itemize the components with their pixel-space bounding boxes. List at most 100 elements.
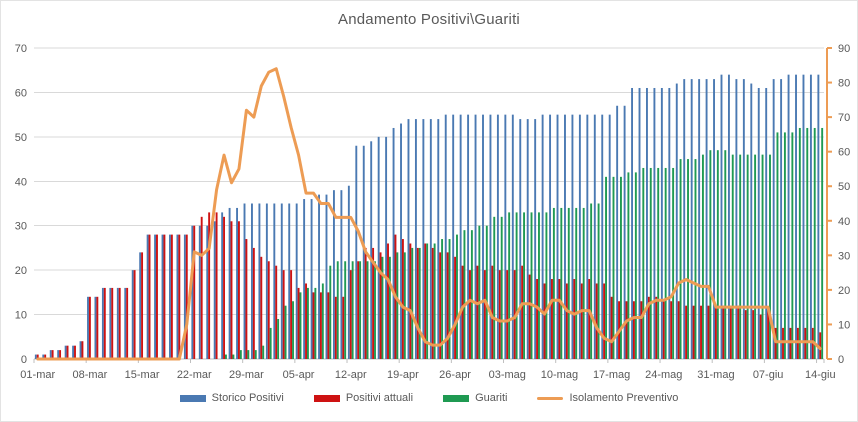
bar-attuali xyxy=(178,234,181,359)
legend-label-guariti: Guariti xyxy=(475,392,508,404)
legend-item-guariti: Guariti xyxy=(443,392,507,404)
bar-storico xyxy=(496,114,499,359)
bar-guariti xyxy=(403,252,406,359)
bar-attuali xyxy=(744,310,747,359)
left-axis-tick-label: 10 xyxy=(15,310,27,322)
bar-storico xyxy=(414,119,417,359)
bar-guariti xyxy=(605,176,607,359)
bar-storico xyxy=(705,79,708,359)
bar-guariti xyxy=(299,292,302,359)
bar-guariti xyxy=(418,247,421,359)
bar-attuali xyxy=(156,234,158,359)
bar-storico xyxy=(310,199,313,359)
bar-attuali xyxy=(409,243,412,359)
bar-storico xyxy=(631,87,633,360)
bar-storico xyxy=(198,225,201,359)
bar-storico xyxy=(690,79,693,359)
bar-attuali xyxy=(267,261,270,359)
x-axis-tick-label: 12-apr xyxy=(335,369,367,381)
right-axis-tick-label: 30 xyxy=(838,250,850,262)
bar-guariti xyxy=(538,212,540,359)
bar-attuali xyxy=(454,256,457,359)
bar-storico xyxy=(772,79,775,359)
bar-attuali xyxy=(364,247,367,359)
bar-attuali xyxy=(707,305,710,359)
bar-storico xyxy=(787,74,790,359)
x-axis-tick-label: 07-giu xyxy=(753,369,784,381)
bar-storico xyxy=(444,114,447,359)
bar-attuali xyxy=(305,283,307,359)
bar-guariti xyxy=(292,301,294,359)
bar-storico xyxy=(206,225,209,359)
bar-guariti xyxy=(731,154,734,359)
bar-attuali xyxy=(148,234,151,359)
bar-guariti xyxy=(225,354,227,359)
bar-attuali xyxy=(521,265,524,359)
bar-attuali xyxy=(782,327,784,359)
bar-attuali xyxy=(200,216,203,359)
left-axis-tick-label: 0 xyxy=(21,354,27,366)
bar-storico xyxy=(400,123,402,359)
bar-guariti xyxy=(783,132,786,359)
bar-guariti xyxy=(232,354,235,359)
bar-attuali xyxy=(282,270,285,359)
x-axis-tick-label: 31-mag xyxy=(697,369,734,381)
bar-storico xyxy=(571,114,574,359)
right-axis-tick-label: 50 xyxy=(838,181,850,193)
bar-storico xyxy=(332,190,335,359)
bar-attuali xyxy=(752,310,755,359)
legend-label-isolamento: Isolamento Preventivo xyxy=(569,392,679,404)
bar-attuali xyxy=(126,287,129,359)
legend-swatch-guariti xyxy=(443,394,470,402)
bar-attuali xyxy=(685,305,688,359)
left-axis-tick-label: 20 xyxy=(15,265,27,277)
bar-attuali xyxy=(461,265,464,359)
bar-guariti xyxy=(664,167,667,359)
bar-guariti xyxy=(649,167,652,359)
bar-attuali xyxy=(297,287,300,359)
bar-guariti xyxy=(530,212,533,359)
bar-guariti xyxy=(575,207,578,359)
bar-guariti xyxy=(657,167,660,359)
bar-storico xyxy=(780,79,783,359)
bar-attuali xyxy=(88,296,91,359)
bar-storico xyxy=(228,207,231,359)
bar-attuali xyxy=(804,327,807,359)
bar-storico xyxy=(578,114,581,359)
bar-storico xyxy=(131,270,134,359)
legend-swatch-isolamento xyxy=(537,396,564,400)
bar-storico xyxy=(154,234,157,359)
bar-guariti xyxy=(366,261,369,359)
bar-storico xyxy=(392,127,395,359)
bar-guariti xyxy=(411,247,414,359)
bar-guariti xyxy=(813,127,816,359)
bar-guariti xyxy=(679,159,682,359)
bar-attuali xyxy=(260,256,263,359)
bar-guariti xyxy=(545,212,548,359)
right-axis-tick-label: 0 xyxy=(838,354,844,366)
bar-storico xyxy=(482,114,484,359)
bar-storico xyxy=(251,203,253,359)
right-axis-tick-label: 20 xyxy=(838,285,850,297)
bar-attuali xyxy=(312,292,315,359)
left-axis-tick-label: 50 xyxy=(15,132,27,144)
left-axis-tick-label: 70 xyxy=(15,43,27,55)
bar-storico xyxy=(534,119,537,359)
left-axis-tick-label: 60 xyxy=(15,87,27,99)
bar-attuali xyxy=(662,301,665,359)
bar-storico xyxy=(79,341,82,359)
bar-storico xyxy=(370,141,373,359)
bar-guariti xyxy=(388,256,391,359)
bar-guariti xyxy=(448,239,451,359)
x-axis-tick-label: 29-mar xyxy=(229,369,264,381)
bar-guariti xyxy=(396,252,399,359)
bar-guariti xyxy=(567,207,570,359)
bar-attuali xyxy=(401,239,404,359)
bar-storico xyxy=(139,252,142,359)
legend-item-positivi-attuali: Positivi attuali xyxy=(313,392,413,404)
bar-storico xyxy=(318,194,320,359)
bar-guariti xyxy=(560,207,563,359)
bar-attuali xyxy=(103,287,106,359)
bar-guariti xyxy=(634,172,637,359)
